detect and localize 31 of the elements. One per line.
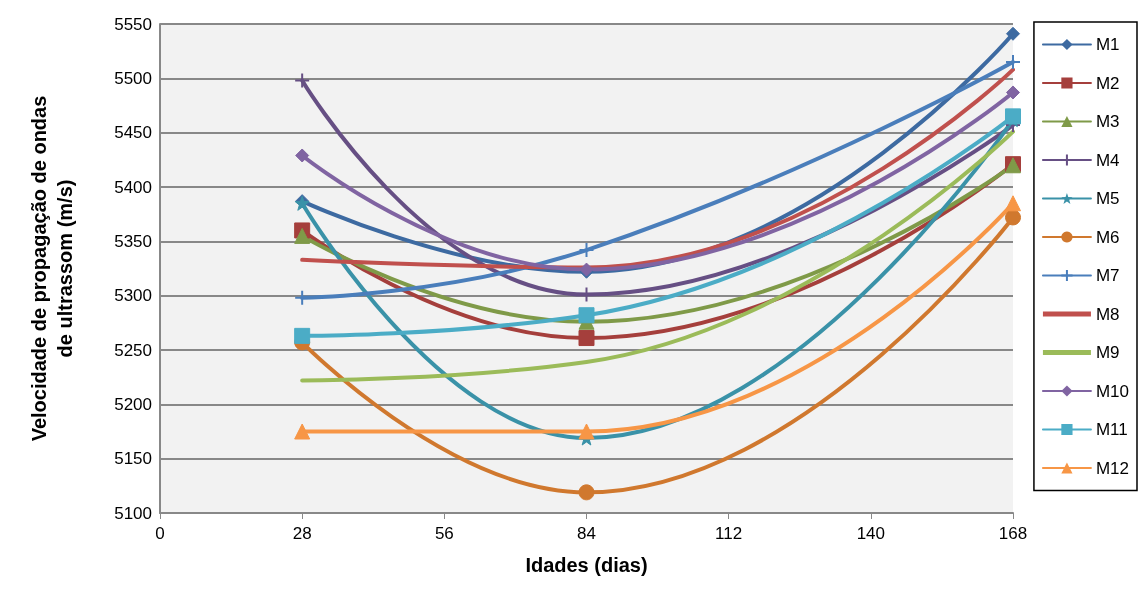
- y-tick-label: 5150: [114, 449, 152, 469]
- x-axis-title: Idades (dias): [525, 554, 648, 576]
- legend-label: M8: [1095, 304, 1120, 324]
- y-tick-label: 5400: [114, 177, 152, 197]
- x-tick-label: 56: [434, 524, 454, 543]
- legend-label: M6: [1095, 227, 1120, 247]
- legend-label: M4: [1095, 150, 1120, 170]
- legend-label: M5: [1095, 189, 1120, 208]
- x-tick-label: 112: [715, 524, 743, 543]
- legend-label: M11: [1095, 420, 1128, 439]
- x-tick-label: 28: [292, 524, 312, 543]
- legend-label: M12: [1095, 458, 1130, 478]
- legend-label: M2: [1095, 73, 1120, 93]
- y-tick-label: 5250: [114, 340, 152, 360]
- legend-label: M10: [1095, 381, 1130, 401]
- y-tick-label: 5100: [114, 503, 152, 523]
- x-tick-label: 0: [155, 524, 165, 543]
- y-tick-label: 5550: [114, 14, 152, 34]
- x-tick-label: 140: [856, 524, 886, 543]
- y-tick-label: 5450: [114, 123, 152, 143]
- legend-label: M9: [1095, 343, 1120, 362]
- y-tick-label: 5500: [114, 68, 152, 88]
- y-tick-label: 5350: [114, 231, 152, 251]
- legend-label: M3: [1095, 112, 1120, 131]
- y-tick-label: 5300: [114, 286, 152, 306]
- x-tick-label: 168: [998, 524, 1028, 543]
- y-axis-title: Velocidade de propagação de ondas de ultrassom (m/s): [28, 95, 76, 442]
- legend-label: M1: [1095, 35, 1120, 54]
- x-tick-label: 84: [577, 524, 596, 543]
- legend-label: M7: [1095, 266, 1120, 285]
- y-tick-label: 5200: [114, 394, 152, 414]
